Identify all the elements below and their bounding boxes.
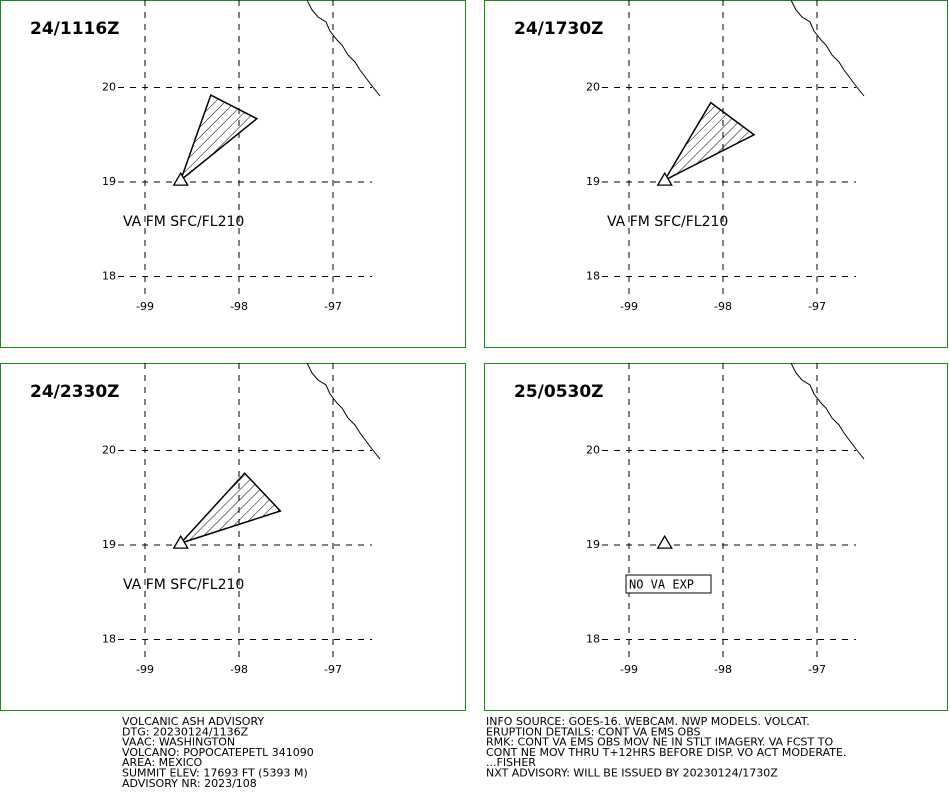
lon-tick-label: -98 xyxy=(230,663,248,676)
lat-tick-label: 18 xyxy=(102,633,116,646)
map-panel: 20 19 18 -99 -98 -97 25/0530Z NO VA EXP xyxy=(484,362,948,711)
panel-border xyxy=(484,363,948,711)
lat-tick-label: 18 xyxy=(586,633,600,646)
volcano-symbol xyxy=(656,534,673,549)
map-panel: 20 19 18 -99 -98 -97 24/2330Z VA FM SFC/FL210 xyxy=(0,362,466,711)
valid-time: 24/2330Z xyxy=(30,382,120,402)
advisory-line: VOLCANO: POPOCATEPETL 341090 xyxy=(122,746,314,759)
panel-border xyxy=(0,363,466,711)
valid-time: 25/0530Z xyxy=(514,382,604,402)
lat-tick-label: 19 xyxy=(102,538,116,551)
advisory-line: AREA: MEXICO xyxy=(122,756,203,769)
lat-tick-label: 20 xyxy=(586,444,600,457)
lon-tick-label: -97 xyxy=(324,300,342,313)
valid-time: 24/1730Z xyxy=(514,19,604,39)
advisory-line: VAAC: WASHINGTON xyxy=(122,736,235,749)
map-panel: 20 19 18 -99 -98 -97 24/1116Z VA FM SFC/FL210 xyxy=(0,0,466,348)
ash-label: VA FM SFC/FL210 xyxy=(607,214,728,230)
ash-label: NO VA EXP xyxy=(629,578,694,592)
lon-tick-label: -99 xyxy=(620,300,638,313)
lon-tick-label: -99 xyxy=(136,663,154,676)
ash-polygon xyxy=(178,472,282,545)
lat-tick-label: 20 xyxy=(586,81,600,94)
lat-tick-label: 20 xyxy=(102,444,116,457)
volcano-symbol xyxy=(172,171,189,186)
lon-tick-label: -98 xyxy=(714,663,732,676)
volcano-symbol xyxy=(656,171,673,186)
lat-tick-label: 20 xyxy=(102,81,116,94)
lon-tick-label: -99 xyxy=(136,300,154,313)
lat-tick-label: 19 xyxy=(586,175,600,188)
lat-tick-label: 19 xyxy=(586,538,600,551)
label-box xyxy=(625,574,712,594)
ash-polygon xyxy=(662,101,756,182)
lat-tick-label: 18 xyxy=(586,270,600,283)
coastline xyxy=(306,362,381,460)
lon-tick-label: -99 xyxy=(620,663,638,676)
map-panel: 20 19 18 -99 -98 -97 24/1730Z VA FM SFC/FL210 xyxy=(484,0,948,348)
lon-tick-label: -97 xyxy=(808,300,826,313)
coastline xyxy=(790,362,865,460)
panel-border xyxy=(484,0,948,348)
advisory-line: CONT NE MOV THRU T+12HRS BEFORE DISP. VO… xyxy=(486,746,846,759)
advisory-line: ADVISORY NR: 2023/108 xyxy=(122,777,257,790)
ash-label: VA FM SFC/FL210 xyxy=(123,214,244,230)
coastline xyxy=(306,0,381,97)
volcano-symbol xyxy=(172,534,189,549)
lat-tick-label: 18 xyxy=(102,270,116,283)
lon-tick-label: -97 xyxy=(324,663,342,676)
advisory-line: NXT ADVISORY: WILL BE ISSUED BY 20230124… xyxy=(486,767,778,780)
ash-polygon xyxy=(179,94,259,183)
ash-label: VA FM SFC/FL210 xyxy=(123,577,244,593)
advisory-line: RMK: CONT VA EMS OBS MOV NE IN STLT IMAG… xyxy=(486,736,833,749)
advisory-line: VOLCANIC ASH ADVISORY xyxy=(122,715,264,728)
advisory-line: ERUPTION DETAILS: CONT VA EMS OBS xyxy=(486,725,701,738)
panel-border xyxy=(0,0,466,348)
lon-tick-label: -97 xyxy=(808,663,826,676)
advisory-line: ...FISHER xyxy=(486,756,536,769)
coastline xyxy=(790,0,865,97)
advisory-line: SUMMIT ELEV: 17693 FT (5393 M) xyxy=(122,767,308,780)
lon-tick-label: -98 xyxy=(230,300,248,313)
advisory-line: INFO SOURCE: GOES-16. WEBCAM. NWP MODELS… xyxy=(486,715,810,728)
lat-tick-label: 19 xyxy=(102,175,116,188)
valid-time: 24/1116Z xyxy=(30,19,120,39)
lon-tick-label: -98 xyxy=(714,300,732,313)
advisory-line: DTG: 20230124/1136Z xyxy=(122,725,249,738)
